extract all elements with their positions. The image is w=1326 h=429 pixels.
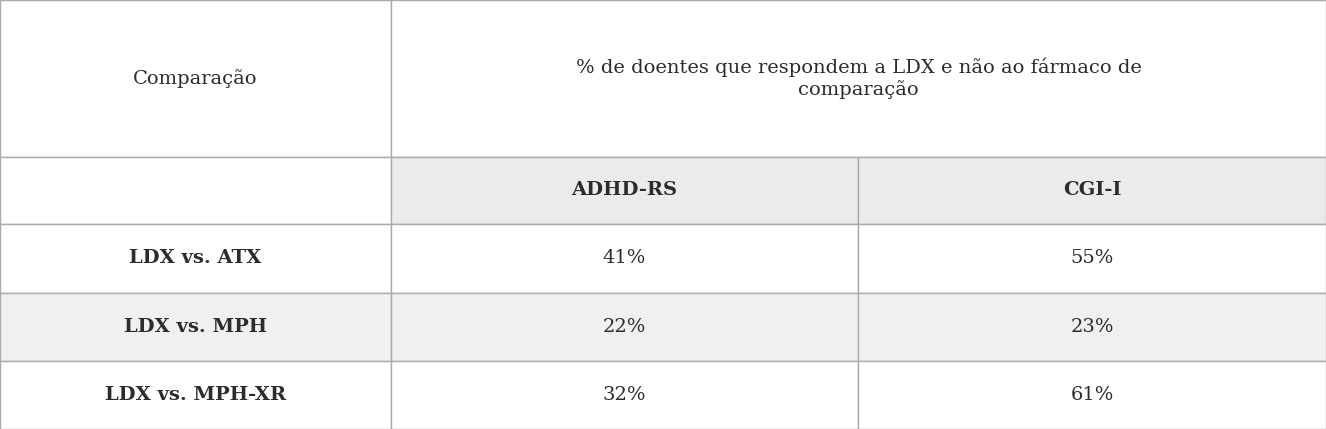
Bar [858,224,1326,293]
Bar [858,361,1326,429]
Text: ADHD-RS: ADHD-RS [572,181,678,199]
Text: 23%: 23% [1070,318,1114,335]
Bar [391,293,858,361]
Text: LDX vs. MPH-XR: LDX vs. MPH-XR [105,386,286,404]
Bar [0,293,391,361]
Bar [0,157,391,224]
Bar [391,157,858,224]
Bar [391,224,858,293]
Text: 32%: 32% [603,386,646,404]
Text: 61%: 61% [1070,386,1114,404]
Bar [391,361,858,429]
Bar [0,0,391,157]
Text: CGI-I: CGI-I [1062,181,1122,199]
Text: 41%: 41% [603,250,646,267]
Bar [0,361,391,429]
Text: LDX vs. ATX: LDX vs. ATX [130,250,261,267]
Text: % de doentes que respondem a LDX e não ao fármaco de
comparação: % de doentes que respondem a LDX e não a… [575,57,1142,99]
Text: Comparação: Comparação [134,69,257,88]
Bar [0,224,391,293]
Bar [858,157,1326,224]
Text: LDX vs. MPH: LDX vs. MPH [125,318,267,335]
Bar [391,0,1326,157]
Bar [858,293,1326,361]
Text: 22%: 22% [603,318,646,335]
Text: 55%: 55% [1070,250,1114,267]
